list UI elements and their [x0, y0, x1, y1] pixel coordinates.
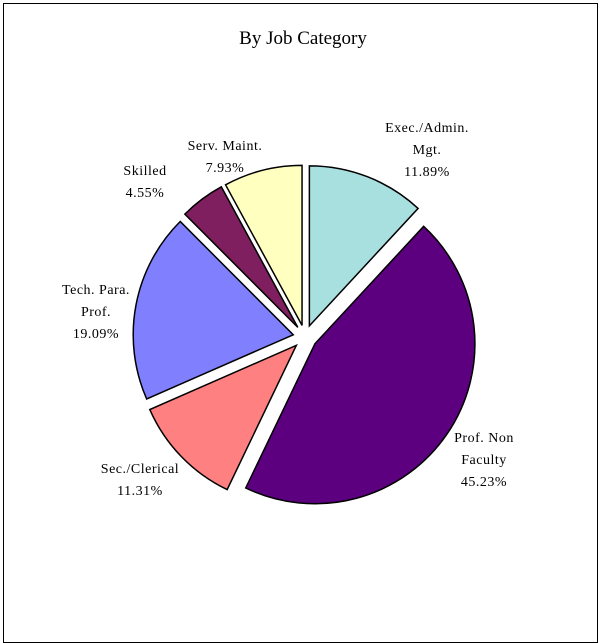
- pie-slice-sec-clerical: [148, 343, 298, 491]
- chart-title: By Job Category: [239, 28, 367, 49]
- slice-label-exec-admin-mgt: Exec./Admin. Mgt. 11.89%: [385, 121, 469, 180]
- pie-slice-tech-para-prof: [132, 220, 295, 400]
- slice-label-skilled: Skilled 4.55%: [123, 164, 166, 201]
- pie-slice-skilled: [183, 185, 299, 328]
- pie-slice-serv-maint: [224, 164, 303, 326]
- slice-label-prof-non-faculty: Prof. Non Faculty 45.23%: [454, 431, 514, 490]
- pie-slice-exec-admin-mgt: [308, 165, 420, 328]
- slice-label-sec-clerical: Sec./Clerical 11.31%: [101, 462, 179, 499]
- pie-labels: Exec./Admin. Mgt. 11.89% Prof. Non Faculty 45…: [62, 121, 514, 499]
- slice-label-tech-para-prof: Tech. Para. Prof. 19.09%: [62, 283, 130, 342]
- pie-chart: By Job Category Exec./Admin. Mgt. 11.89% Pr…: [62, 28, 514, 505]
- pie-slice-prof-non-faculty: [244, 225, 476, 505]
- pie-slices: [132, 164, 476, 505]
- slice-label-serv-maint: Serv. Maint. 7.93%: [188, 139, 263, 176]
